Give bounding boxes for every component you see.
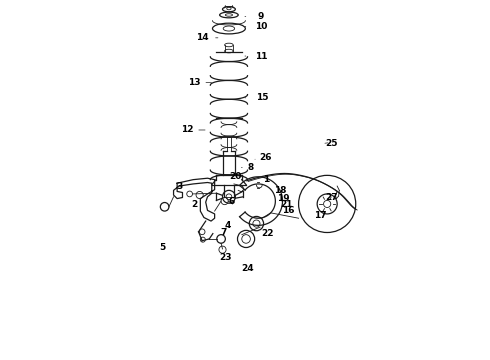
Text: 11: 11 bbox=[255, 51, 268, 60]
Text: 20: 20 bbox=[229, 172, 241, 181]
Text: 22: 22 bbox=[261, 229, 273, 238]
Text: 9: 9 bbox=[258, 12, 264, 21]
Text: 3: 3 bbox=[177, 182, 183, 191]
Text: 10: 10 bbox=[255, 22, 267, 31]
Text: 25: 25 bbox=[325, 139, 338, 148]
Text: 7: 7 bbox=[220, 228, 227, 237]
Text: 15: 15 bbox=[256, 93, 269, 102]
Text: 5: 5 bbox=[159, 243, 165, 252]
Text: 24: 24 bbox=[242, 264, 254, 273]
Text: 16: 16 bbox=[282, 206, 295, 215]
Text: 21: 21 bbox=[280, 200, 293, 209]
Text: 13: 13 bbox=[188, 78, 200, 87]
Text: 2: 2 bbox=[191, 200, 197, 209]
Text: 17: 17 bbox=[314, 211, 326, 220]
Text: 19: 19 bbox=[277, 194, 290, 203]
Text: 1: 1 bbox=[263, 175, 269, 184]
Text: 6: 6 bbox=[228, 197, 235, 206]
Text: 14: 14 bbox=[196, 33, 208, 42]
Text: 23: 23 bbox=[219, 253, 232, 262]
Text: 18: 18 bbox=[274, 186, 287, 195]
Text: 4: 4 bbox=[225, 221, 231, 230]
Text: 8: 8 bbox=[247, 163, 254, 172]
Text: 27: 27 bbox=[325, 193, 338, 202]
Text: 12: 12 bbox=[181, 126, 194, 135]
Text: 26: 26 bbox=[260, 153, 272, 162]
